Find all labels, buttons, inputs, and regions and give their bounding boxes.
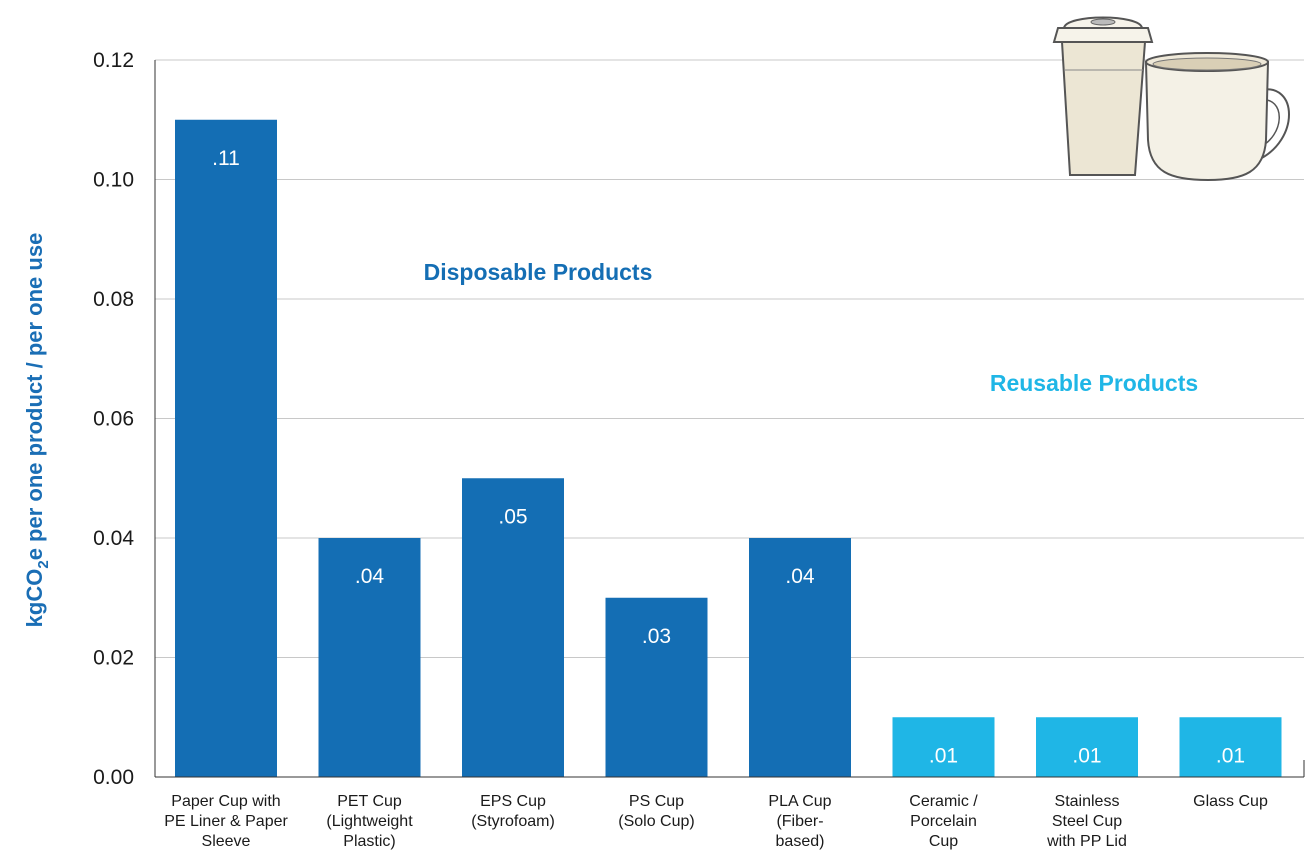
y-axis-title-part-1: kgCO — [22, 569, 47, 628]
bar-data-label: .01 — [929, 744, 958, 767]
bar — [749, 538, 851, 777]
data-labels: .11 .04 .05 .03 .04 .01 .01 .01 — [212, 147, 1245, 768]
y-tick-labels: 0.00 0.02 0.04 0.06 0.08 0.10 0.12 — [93, 49, 134, 789]
y-axis-title-part-2: e per one product / per one use — [22, 233, 47, 561]
y-tick-label: 0.02 — [93, 647, 134, 670]
bar-data-label: .04 — [355, 565, 385, 588]
bar-data-label: .03 — [642, 625, 671, 648]
cups-illustration-icon — [1052, 16, 1290, 182]
bar — [175, 119, 277, 777]
x-tick-label: Ceramic / Porcelain Cup — [909, 793, 978, 850]
x-tick-label: PS Cup (Solo Cup) — [618, 793, 694, 830]
y-tick-label: 0.04 — [93, 527, 134, 550]
y-axis-title-subscript: 2 — [35, 560, 52, 568]
x-tick-label: Stainless Steel Cup with PP Lid — [1046, 793, 1127, 850]
bar-data-label: .01 — [1216, 744, 1245, 767]
x-tick-labels: Paper Cup with PE Liner & Paper Sleeve PET … — [164, 793, 1268, 850]
bar — [462, 478, 564, 777]
bar — [1179, 717, 1282, 777]
y-axis-title: kgCO2e per one product / per one use — [22, 233, 52, 628]
bar-data-label: .04 — [785, 565, 815, 588]
y-tick-label: 0.06 — [93, 408, 134, 431]
bar — [605, 597, 708, 777]
x-tick-label: EPS Cup (Styrofoam) — [471, 793, 555, 830]
x-tick-label: Glass Cup — [1193, 793, 1268, 810]
x-tick-label: PET Cup (Lightweight Plastic) — [326, 793, 413, 850]
y-tick-label: 0.10 — [93, 169, 134, 192]
bar-data-label: .05 — [498, 505, 527, 528]
x-tick-label: Paper Cup with PE Liner & Paper Sleeve — [164, 793, 288, 850]
disposable-products-label: Disposable Products — [424, 259, 653, 285]
y-tick-label: 0.12 — [93, 49, 134, 72]
y-tick-label: 0.00 — [93, 766, 134, 789]
bar-data-label: .11 — [212, 147, 240, 170]
bar — [892, 717, 995, 777]
bar — [1036, 717, 1138, 777]
bar-data-label: .01 — [1072, 744, 1101, 767]
bars — [175, 119, 1282, 777]
bar — [318, 538, 421, 777]
x-tick-label: PLA Cup (Fiber-based) — [768, 793, 831, 850]
y-tick-label: 0.08 — [93, 288, 134, 311]
reusable-products-label: Reusable Products — [990, 370, 1198, 396]
